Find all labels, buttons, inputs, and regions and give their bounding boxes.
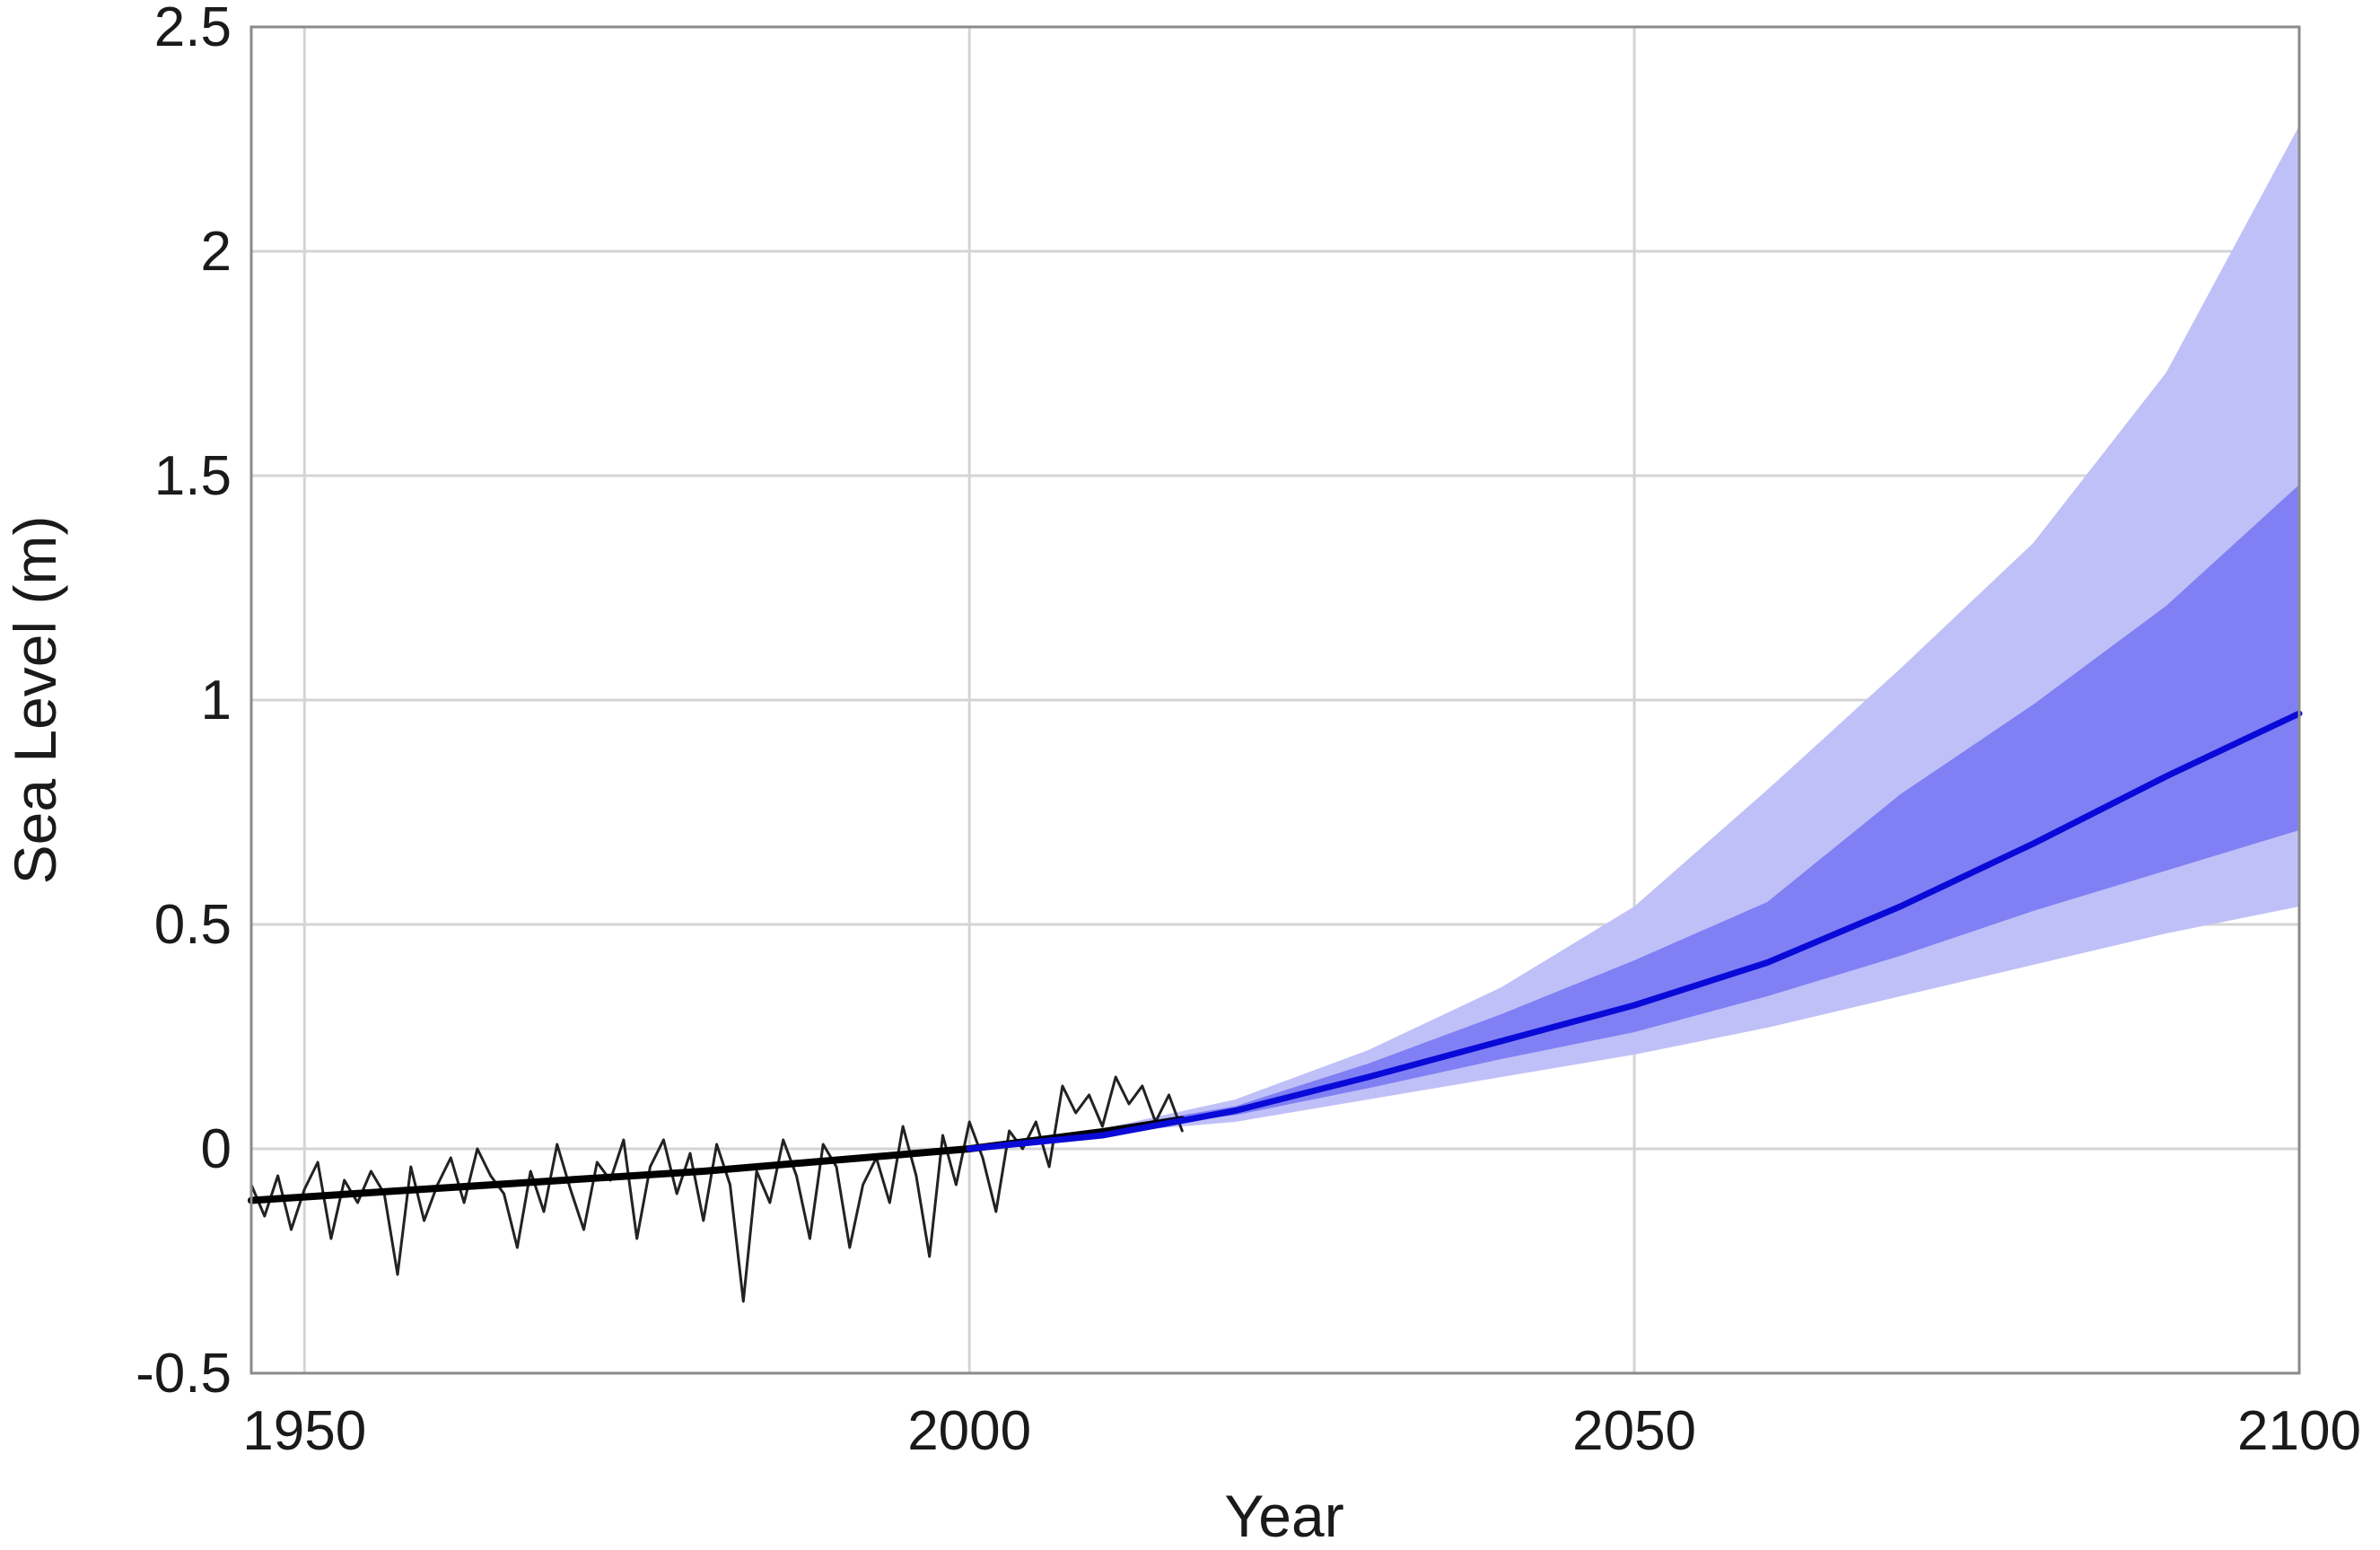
series-lines	[248, 710, 2303, 1303]
plot-frame	[249, 25, 2301, 1375]
y-tick-label: 0.5	[154, 894, 232, 956]
x-axis-title: Year	[1224, 1483, 1343, 1549]
y-tick-label: -0.5	[136, 1343, 232, 1405]
x-tick-label: 2100	[2237, 1400, 2361, 1462]
y-tick-label: 2.5	[154, 0, 232, 58]
y-tick-label: 1	[201, 670, 232, 731]
y-axis-title: Sea Level (m)	[2, 516, 68, 885]
x-tick-label: 2000	[907, 1400, 1031, 1462]
projection-median-line	[966, 710, 2303, 1152]
x-tick-labels: 1950 2000 2050 2100	[242, 1400, 2361, 1462]
y-tick-label: 1.5	[154, 445, 232, 507]
y-tick-label: 2	[201, 221, 232, 283]
y-tick-labels: -0.5 0 0.5 1 1.5 2 2.5	[136, 0, 232, 1405]
x-tick-label: 2050	[1572, 1400, 1696, 1462]
inner-uncertainty-band	[969, 485, 2299, 1149]
y-tick-label: 0	[201, 1118, 232, 1180]
x-tick-label: 1950	[242, 1400, 366, 1462]
uncertainty-bands	[969, 126, 2299, 1149]
